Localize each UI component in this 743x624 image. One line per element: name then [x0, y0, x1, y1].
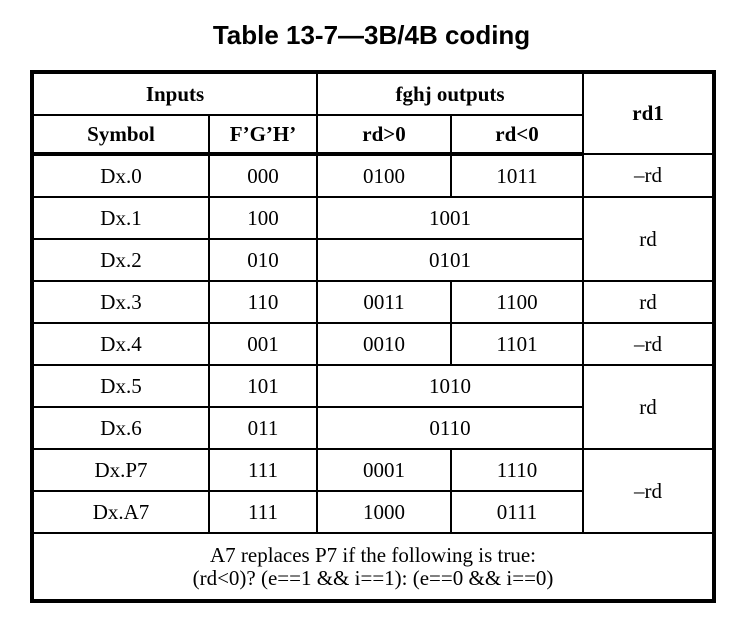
- symbol-cell: Dx.4: [31, 322, 210, 366]
- fgh-cell: 000: [207, 153, 319, 198]
- coding-table: Inputs fghj outputs rd1 Symbol F’G’H’ rd…: [30, 70, 717, 603]
- footnote-line-2: (rd<0)? (e==1 && i==1): (e==0 && i==0): [192, 565, 554, 590]
- table-row: Dx.A7 111 1000 0111: [31, 490, 714, 534]
- table-row: Dx.5 101 1010 rd: [31, 364, 716, 450]
- rd-gt0-cell: 0011: [316, 280, 453, 324]
- fgh-cell: 001: [207, 322, 319, 366]
- symbol-cell: Dx.5: [31, 364, 210, 408]
- header-rd1: rd1: [582, 71, 716, 155]
- fgh-cell: 011: [207, 406, 319, 450]
- rd1-cell: –rd: [582, 153, 716, 198]
- symbol-cell: Dx.2: [31, 238, 210, 282]
- table-caption: Table 13-7—3B/4B coding: [212, 20, 531, 50]
- rd1-cell: –rd: [582, 322, 716, 366]
- fgh-cell: 111: [207, 448, 319, 492]
- fgh-cell: 100: [207, 196, 319, 240]
- rd1-cell: rd: [582, 280, 716, 324]
- rd1-cell: rd: [582, 364, 716, 450]
- rd-lt0-cell: 1110: [450, 448, 585, 492]
- rd-lt0-cell: 1100: [450, 280, 585, 324]
- fgh-cell: 111: [207, 490, 319, 534]
- header-rd-lt0: rd<0: [450, 114, 585, 156]
- table-row: Dx.0 000 0100 1011 –rd: [31, 153, 716, 198]
- rd-gt0-cell: 0001: [316, 448, 453, 492]
- header-row-columns: Symbol F’G’H’ rd>0 rd<0: [31, 114, 714, 156]
- table-row: Dx.4 001 0010 1101 –rd: [31, 322, 716, 366]
- header-inputs: Inputs: [30, 71, 319, 116]
- header-symbol: Symbol: [31, 114, 210, 156]
- fgh-cell: 101: [207, 364, 319, 408]
- fgh-cell: 110: [207, 280, 319, 324]
- symbol-cell: Dx.1: [31, 196, 210, 240]
- header-row-groups: Inputs fghj outputs rd1: [30, 71, 716, 155]
- table-header: Inputs fghj outputs rd1 Symbol F’G’H’ rd…: [30, 71, 716, 156]
- fghj-merged-cell: 1001: [316, 196, 585, 240]
- table-row: Dx.2 010 0101: [31, 238, 714, 282]
- table-row: Dx.3 110 0011 1100 rd: [31, 280, 716, 324]
- rd-gt0-cell: 0010: [316, 322, 453, 366]
- header-rd-gt0: rd>0: [316, 114, 453, 156]
- fghj-merged-cell: 1010: [316, 364, 585, 408]
- header-fghj-outputs: fghj outputs: [316, 71, 585, 116]
- table-row: Dx.6 011 0110: [31, 406, 714, 450]
- rd-lt0-cell: 1011: [450, 153, 585, 198]
- rd-gt0-cell: 1000: [316, 490, 453, 534]
- fgh-cell: 010: [207, 238, 319, 282]
- header-fgh: F’G’H’: [207, 114, 319, 156]
- rd1-cell: rd: [582, 196, 716, 282]
- symbol-cell: Dx.6: [31, 406, 210, 450]
- footnote-cell: A7 replaces P7 if the following is true:…: [30, 532, 716, 602]
- symbol-cell: Dx.A7: [31, 490, 210, 534]
- symbol-cell: Dx.0: [31, 153, 210, 198]
- table-body: Dx.0 000 0100 1011 –rd Dx.1 100 1001 rd …: [30, 153, 716, 602]
- rd-gt0-cell: 0100: [316, 153, 453, 198]
- fghj-merged-cell: 0110: [316, 406, 585, 450]
- fghj-merged-cell: 0101: [316, 238, 585, 282]
- rd1-cell: –rd: [582, 448, 716, 534]
- rd-lt0-cell: 0111: [450, 490, 585, 534]
- symbol-cell: Dx.P7: [31, 448, 210, 492]
- footnote-line-1: A7 replaces P7 if the following is true:: [210, 542, 537, 567]
- table-row: Dx.P7 111 0001 1110 –rd: [31, 448, 716, 534]
- rd-lt0-cell: 1101: [450, 322, 585, 366]
- symbol-cell: Dx.3: [31, 280, 210, 324]
- table-row: Dx.1 100 1001 rd: [31, 196, 716, 282]
- footnote-row: A7 replaces P7 if the following is true:…: [30, 532, 716, 602]
